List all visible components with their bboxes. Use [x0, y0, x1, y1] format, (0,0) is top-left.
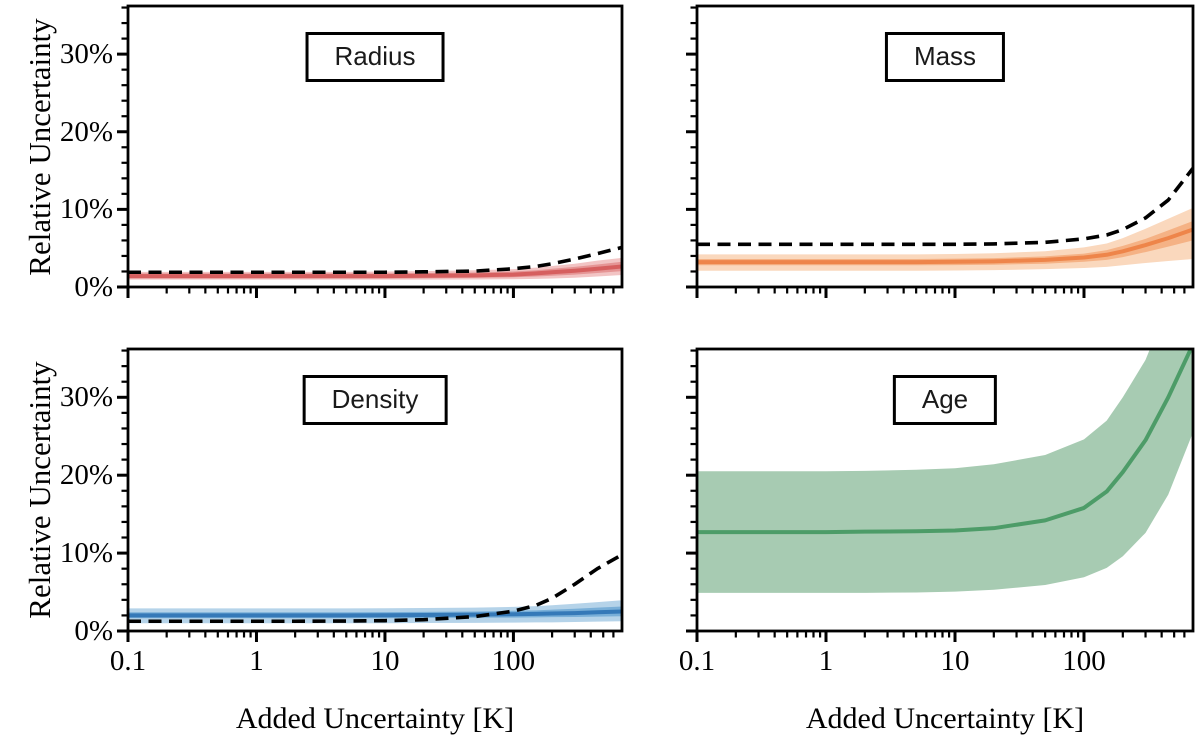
median-line [128, 609, 622, 618]
x-tick-label: 10 [370, 645, 400, 677]
y-tick-label: 0% [74, 615, 113, 647]
panel-radius: Radius [117, 4, 624, 298]
x-tick-label: 100 [491, 645, 536, 677]
dashed-reference-line [128, 553, 622, 624]
x-tick-label: 0.1 [109, 645, 147, 677]
mass-plot [686, 4, 1195, 298]
panel-title-mass: Mass [884, 32, 1006, 82]
y-tick-label: 20% [59, 115, 113, 148]
x-tick-label: 1 [818, 645, 834, 677]
y-tick-label: 10% [59, 193, 113, 226]
panel-density: Density [117, 347, 624, 642]
dashed-reference-line [128, 245, 622, 275]
x-tick-label: 10 [940, 645, 970, 677]
x-tick-label: 0.1 [678, 645, 716, 677]
median-line [697, 227, 1193, 265]
x-axis-title-right: Added Uncertainty [K] [805, 702, 1085, 735]
x-tick-label: 100 [1062, 645, 1106, 677]
y-tick-label: 30% [59, 38, 113, 71]
age-plot [686, 347, 1195, 642]
x-axis-title-left: Added Uncertainty [K] [235, 702, 515, 735]
panel-mass: Mass [686, 4, 1195, 298]
x-tick-label: 1 [249, 645, 264, 677]
panel-age: Age [686, 347, 1195, 642]
panel-title-age: Age [892, 375, 998, 425]
radius-plot [117, 4, 624, 298]
median-line [128, 264, 622, 279]
median-line [697, 349, 1193, 535]
density-plot [117, 347, 624, 642]
panel-title-density: Density [302, 375, 448, 425]
y-tick-label: 30% [59, 381, 113, 414]
dashed-reference-line [697, 167, 1193, 247]
y-tick-label: 20% [59, 459, 113, 492]
panel-title-radius: Radius [305, 32, 445, 82]
y-tick-label: 10% [59, 537, 113, 570]
y-tick-label: 0% [74, 271, 113, 303]
